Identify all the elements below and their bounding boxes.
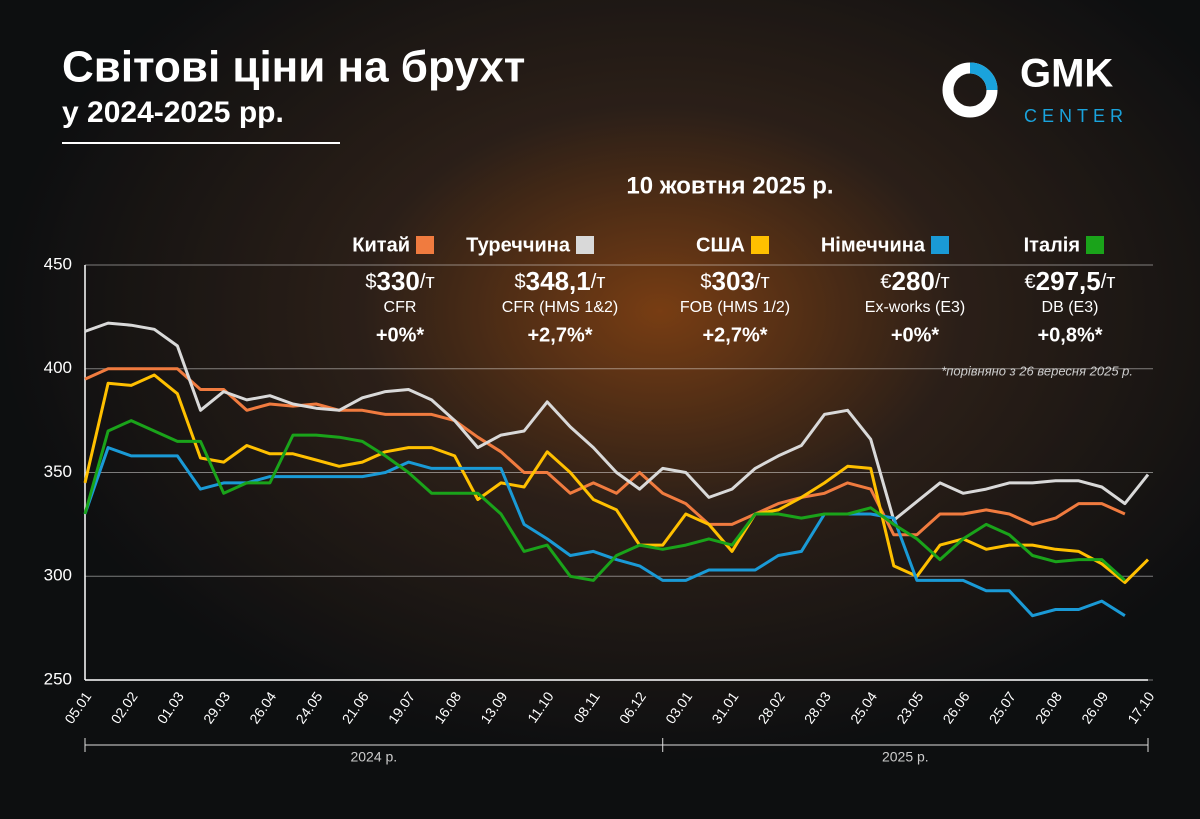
date: 10 жовтня 2025 р. [626, 172, 833, 199]
legend-name: США [696, 234, 745, 256]
price-basis: FOB (HMS 1/2) [680, 299, 790, 316]
subtitle: у 2024-2025 рр. [62, 96, 284, 129]
price-change: +0%* [891, 324, 940, 346]
price-currency: $ [700, 271, 711, 293]
price-price: 303 [712, 266, 755, 296]
logo: GMK CENTER [942, 52, 1128, 126]
legend-item: Італія€297,5/тDB (E3)+0,8%* [1024, 234, 1116, 346]
legend-name: Китай [352, 234, 410, 256]
legend-name: Туреччина [466, 234, 571, 256]
price-basis: Ex-works (E3) [865, 299, 965, 316]
legend-name: Італія [1024, 234, 1080, 256]
logo-name: GMK [1020, 52, 1113, 96]
price: $330/т [365, 266, 434, 296]
price-unit: /т [935, 271, 950, 293]
series-line [84, 367, 1126, 537]
title: Світові ціни на брухт [62, 43, 525, 92]
price: $348,1/т [515, 266, 606, 296]
y-tick-label: 450 [44, 254, 72, 273]
price-basis: CFR [384, 299, 417, 316]
price-unit: /т [591, 271, 606, 293]
price-unit: /т [420, 271, 435, 293]
legend-swatch [1086, 236, 1104, 254]
period-label: 2025 р. [882, 749, 929, 765]
price: €297,5/т [1025, 266, 1116, 296]
price-unit: /т [1101, 271, 1116, 293]
series-line [83, 419, 1126, 582]
legend-swatch [576, 236, 594, 254]
legend-name: Німеччина [821, 234, 926, 256]
price: $303/т [700, 266, 769, 296]
price-basis: DB (E3) [1042, 299, 1099, 316]
price-change: +2,7%* [527, 324, 592, 346]
price-change: +2,7%* [702, 324, 767, 346]
price: €280/т [880, 266, 949, 296]
legend-swatch [416, 236, 434, 254]
legend-item: Туреччина $348,1/т CFR (HMS 1&2) +2,7%* [466, 234, 618, 346]
series-line [84, 321, 1150, 522]
price-change: +0,8%* [1037, 324, 1102, 346]
y-tick-label: 250 [44, 669, 72, 688]
price-price: 280 [892, 266, 935, 296]
series-line [83, 373, 1150, 584]
price-basis: CFR (HMS 1&2) [502, 299, 618, 316]
note: *порівняно з 26 вересня 2025 р. [941, 363, 1133, 378]
price-currency: € [1025, 271, 1036, 293]
price-currency: $ [515, 271, 526, 293]
price-price: 348,1 [526, 266, 591, 296]
y-tick-label: 400 [44, 358, 72, 377]
price-currency: $ [365, 271, 376, 293]
price-unit: /т [755, 271, 770, 293]
legend-item: США $303/т FOB (HMS 1/2) +2,7%* [680, 234, 790, 346]
logo-sub: CENTER [1024, 106, 1128, 126]
legend-swatch [751, 236, 769, 254]
price-change: +0%* [376, 324, 425, 346]
price-price: 330 [377, 266, 420, 296]
period-label: 2024 р. [350, 749, 397, 765]
logo-arc [969, 62, 998, 91]
legend-item: Німеччина €280/т Ex-works (E3) +0%* [821, 234, 965, 346]
y-tick-label: 350 [44, 462, 72, 481]
y-tick-label: 300 [44, 566, 72, 585]
price-price: 297,5 [1036, 266, 1101, 296]
series-line [83, 446, 1126, 618]
legend-swatch [931, 236, 949, 254]
price-currency: € [880, 271, 891, 293]
